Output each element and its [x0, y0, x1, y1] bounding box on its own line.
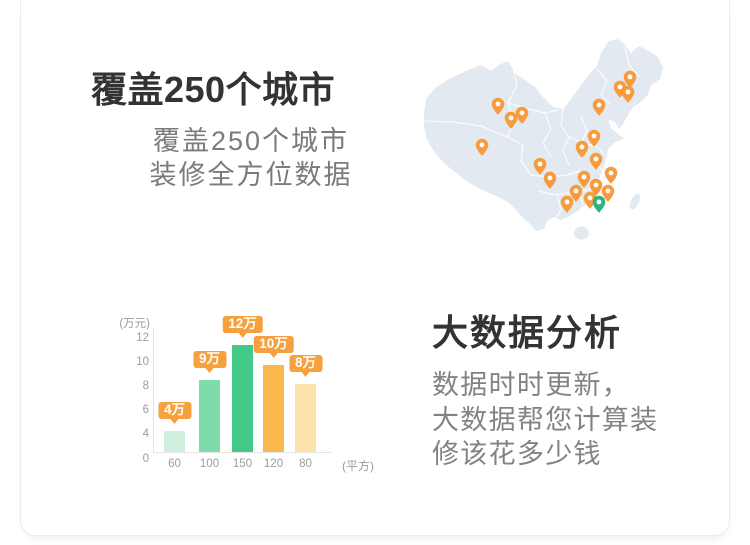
map-pin-orange	[491, 97, 505, 115]
coverage-title: 覆盖250个城市	[91, 69, 336, 110]
analysis-body-line3: 修该花多少钱	[432, 439, 602, 469]
map-pin-green	[592, 195, 606, 213]
badge-pointer	[301, 372, 310, 377]
map-pin-orange	[587, 129, 601, 147]
y-tick-label: 12	[136, 331, 149, 344]
y-tick-label: 0	[142, 452, 149, 465]
badge-pointer	[170, 419, 179, 424]
map-pin-orange	[577, 170, 591, 188]
map-pin-orange	[621, 85, 635, 103]
value-badge: 8万	[288, 355, 323, 377]
map-pins-layer	[475, 70, 637, 213]
analysis-body-line1: 数据时时更新，	[432, 370, 631, 400]
x-axis-line	[153, 452, 331, 453]
coverage-subtitle-line2: 装修全方位数据	[149, 160, 353, 190]
badge-pointer	[238, 333, 247, 338]
map-pin-orange	[504, 111, 518, 129]
map-pin-orange	[533, 157, 547, 175]
map-pin-orange	[543, 171, 557, 189]
x-tick-label: 80	[299, 458, 312, 470]
map-pin-orange	[592, 98, 606, 116]
y-tick-label: 10	[136, 355, 149, 368]
map-pin-orange	[604, 166, 618, 184]
bar	[295, 384, 316, 452]
x-tick-label: 60	[168, 458, 181, 470]
x-tick-label: 120	[263, 458, 284, 470]
value-badge: 4万	[157, 402, 192, 424]
badge-pointer	[269, 353, 278, 358]
x-axis-unit-label: (平方)	[342, 459, 374, 473]
y-axis-line	[153, 328, 154, 452]
x-tick-label: 100	[199, 458, 220, 470]
map-pin-orange	[583, 191, 597, 209]
map-pin-orange	[515, 106, 529, 124]
bar	[199, 380, 220, 452]
bar	[164, 431, 185, 452]
map-pin-orange	[601, 184, 615, 202]
map-pin-orange	[569, 184, 583, 202]
map-pin-orange	[575, 140, 589, 158]
china-map-svg	[424, 39, 663, 240]
map-pin-orange	[560, 195, 574, 213]
y-tick-label: 8	[142, 379, 149, 392]
content-card: 覆盖250个城市 覆盖250个城市 装修全方位数据	[20, 0, 730, 536]
taiwan-island	[629, 193, 641, 210]
price-bar-chart: (万元) (平方) 0 4 6 8 10 12 4万 60 9万 100 12万 150 10万 120 8…	[116, 310, 401, 485]
bar	[263, 365, 284, 452]
map-pin-orange	[623, 70, 637, 88]
value-badge: 9万	[192, 351, 227, 373]
analysis-body: 数据时时更新， 大数据帮您计算装 修该花多少钱	[432, 368, 658, 472]
coverage-subtitle: 覆盖250个城市 装修全方位数据	[125, 124, 377, 192]
y-tick-label: 4	[142, 428, 149, 441]
map-pin-orange	[475, 138, 489, 156]
badge-pointer	[205, 368, 214, 373]
coverage-subtitle-line1: 覆盖250个城市	[152, 126, 350, 156]
china-map	[411, 25, 741, 245]
hainan-island	[574, 226, 589, 240]
analysis-title: 大数据分析	[432, 312, 623, 353]
y-axis-unit-label: (万元)	[119, 318, 150, 330]
china-map-shape	[424, 39, 663, 231]
map-pin-orange	[589, 152, 603, 170]
x-tick-label: 150	[232, 458, 253, 470]
map-pin-orange	[589, 178, 603, 196]
value-badge: 12万	[222, 316, 263, 338]
value-badge: 10万	[253, 336, 294, 358]
province-borders	[424, 46, 640, 222]
bar	[232, 345, 253, 452]
y-tick-label: 6	[142, 404, 149, 417]
analysis-body-line2: 大数据帮您计算装	[432, 404, 659, 435]
